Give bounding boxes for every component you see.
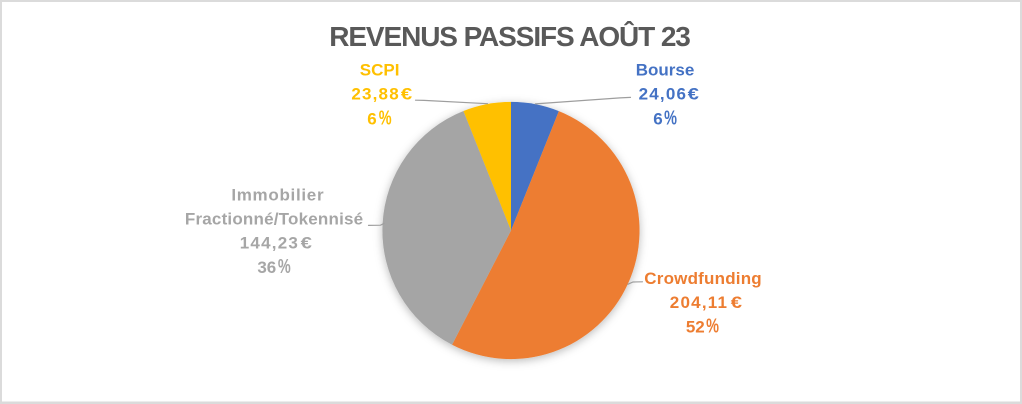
svg-text:24,06: 24,06 — [639, 85, 688, 104]
svg-text:23,88: 23,88 — [351, 85, 400, 104]
svg-text:%: % — [664, 106, 677, 129]
svg-text:Bourse: Bourse — [636, 60, 695, 79]
svg-text:€: € — [731, 293, 743, 312]
svg-text:%: % — [379, 106, 392, 129]
svg-text:144,23: 144,23 — [240, 234, 299, 253]
svg-text:52: 52 — [686, 317, 705, 336]
svg-text:REVENUS PASSIFS AOÛT 23: REVENUS PASSIFS AOÛT 23 — [329, 20, 690, 52]
svg-text:Crowdfunding: Crowdfunding — [644, 269, 762, 288]
svg-text:%: % — [706, 314, 719, 337]
svg-text:36: 36 — [257, 258, 276, 277]
svg-text:€: € — [301, 233, 313, 252]
svg-text:Fractionné/Tokennisé: Fractionné/Tokennisé — [185, 210, 363, 229]
svg-text:%: % — [278, 255, 291, 278]
svg-text:Immobilier: Immobilier — [231, 186, 324, 205]
svg-text:6: 6 — [653, 110, 662, 129]
svg-text:204,11: 204,11 — [670, 293, 728, 312]
svg-text:€: € — [401, 84, 413, 103]
svg-text:6: 6 — [367, 110, 376, 129]
svg-text:€: € — [688, 84, 700, 103]
svg-text:SCPI: SCPI — [360, 61, 400, 80]
